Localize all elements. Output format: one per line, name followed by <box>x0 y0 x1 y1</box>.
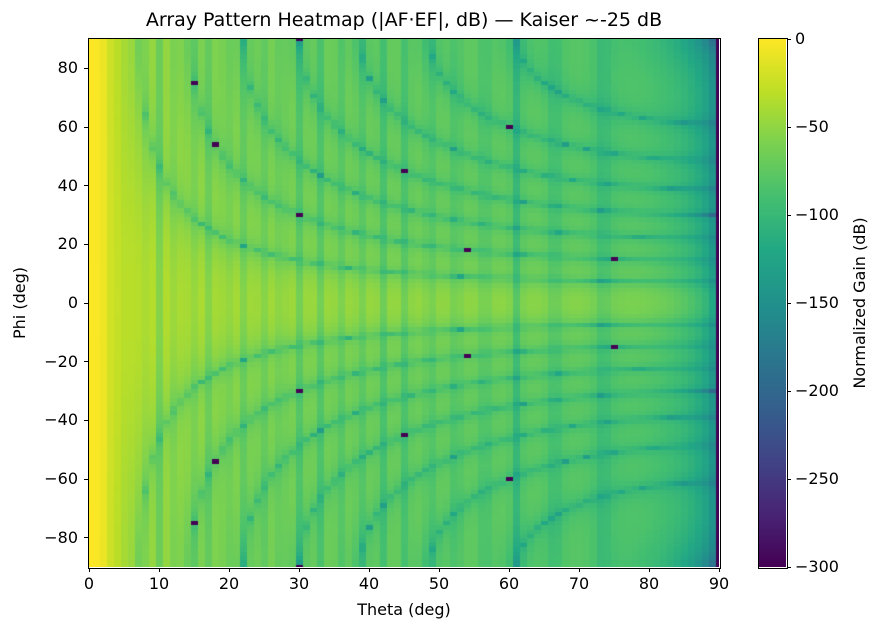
heatmap-canvas <box>89 39 719 567</box>
x-tick-label: 90 <box>708 574 730 593</box>
x-tick-label: 80 <box>638 574 660 593</box>
y-tick-label: 0 <box>67 293 78 312</box>
y-tick-label: 20 <box>57 234 78 254</box>
y-tick-label: 60 <box>57 117 78 136</box>
colorbar-tick-mark <box>787 302 791 304</box>
x-tick-mark <box>298 568 300 572</box>
y-tick-label: −60 <box>44 469 78 488</box>
x-axis-label: Theta (deg) <box>357 600 451 619</box>
x-tick-label: 40 <box>358 574 380 593</box>
x-tick-mark <box>648 568 650 572</box>
x-tick-label: 60 <box>498 574 520 593</box>
y-tick-mark <box>84 67 88 69</box>
colorbar-frame <box>758 38 788 569</box>
y-tick-mark <box>84 419 88 421</box>
plot-frame <box>88 38 721 569</box>
colorbar-tick-label: 0 <box>795 29 806 48</box>
x-tick-mark <box>578 568 580 572</box>
y-tick-mark <box>84 537 88 539</box>
x-tick-mark <box>438 568 440 572</box>
colorbar-tick-mark <box>787 214 791 216</box>
y-tick-mark <box>84 478 88 480</box>
y-tick-mark <box>84 185 88 187</box>
colorbar-tick-label: −50 <box>795 117 829 136</box>
x-tick-mark <box>228 568 230 572</box>
x-tick-mark <box>368 568 370 572</box>
y-tick-mark <box>84 243 88 245</box>
y-tick-mark <box>84 361 88 363</box>
x-tick-mark <box>718 568 720 572</box>
colorbar-gradient <box>759 39 786 567</box>
colorbar-tick-mark <box>787 478 791 480</box>
colorbar-tick-mark <box>787 390 791 392</box>
y-tick-label: −20 <box>44 351 78 371</box>
y-tick-label: −40 <box>44 410 78 430</box>
y-tick-label: 80 <box>57 58 78 78</box>
x-tick-label: 0 <box>83 574 95 593</box>
colorbar-tick-mark <box>787 126 791 128</box>
colorbar-tick-mark <box>787 38 791 40</box>
x-tick-label: 30 <box>288 574 310 593</box>
colorbar-label: Normalized Gain (dB) <box>850 217 869 389</box>
x-tick-label: 70 <box>568 574 590 593</box>
y-tick-label: −80 <box>44 527 78 547</box>
y-tick-mark <box>84 302 88 304</box>
x-tick-mark <box>508 568 510 572</box>
y-tick-label: 40 <box>57 175 78 195</box>
colorbar-tick-mark <box>787 566 791 568</box>
x-tick-mark <box>88 568 90 572</box>
y-tick-mark <box>84 126 88 128</box>
y-axis-label: Phi (deg) <box>10 267 29 339</box>
x-tick-label: 50 <box>428 574 450 593</box>
colorbar-tick-label: −200 <box>795 381 839 400</box>
x-tick-label: 10 <box>148 574 170 593</box>
colorbar-tick-label: −100 <box>795 205 839 224</box>
x-tick-mark <box>158 568 160 572</box>
chart-title: Array Pattern Heatmap (|AF·EF|, dB) — Ka… <box>145 9 663 31</box>
colorbar-tick-label: −250 <box>795 469 839 488</box>
x-tick-label: 20 <box>218 574 240 593</box>
colorbar-tick-label: −300 <box>795 557 839 576</box>
colorbar-tick-label: −150 <box>795 293 839 312</box>
